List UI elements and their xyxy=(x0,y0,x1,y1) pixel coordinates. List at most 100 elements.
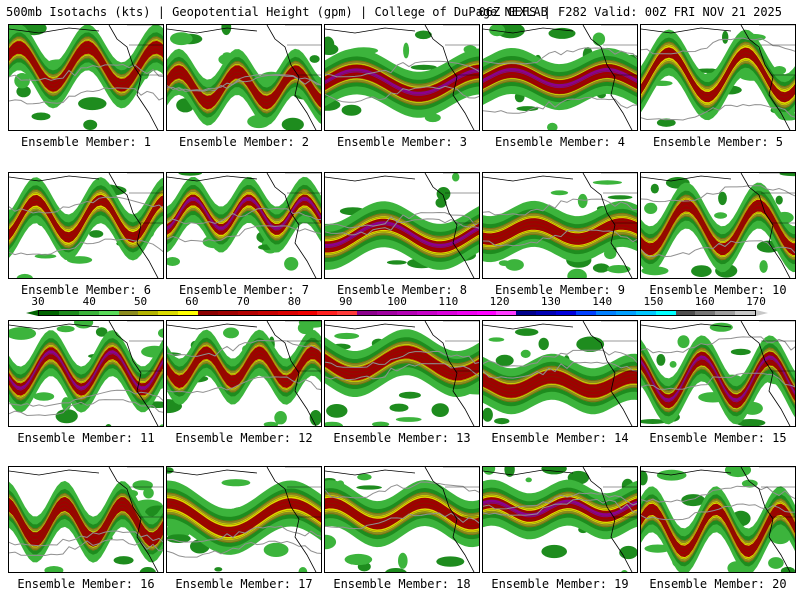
isotach-blob xyxy=(83,119,98,130)
isotach-blob xyxy=(669,361,677,368)
ensemble-member-label: Ensemble Member: 1 xyxy=(20,135,152,149)
ensemble-member-map xyxy=(482,320,638,427)
asia-coastline xyxy=(483,323,574,330)
coastline xyxy=(582,25,633,130)
map-svg xyxy=(9,321,163,426)
isotach-blob xyxy=(341,104,362,116)
map-svg xyxy=(167,321,321,426)
state-borders xyxy=(285,173,321,224)
height-contour xyxy=(641,201,795,247)
isotach-blob xyxy=(515,328,539,336)
isotach-blob xyxy=(541,544,567,559)
coastline xyxy=(424,25,475,130)
colorbar-tick-label: 40 xyxy=(82,295,96,308)
height-contour xyxy=(325,231,479,255)
colorbar-cell xyxy=(735,311,756,315)
height-contour xyxy=(325,492,479,514)
isotach-band xyxy=(9,194,163,243)
height-contour xyxy=(325,509,479,532)
map-svg xyxy=(9,173,163,278)
isotach-blob xyxy=(650,183,659,194)
isotach-band xyxy=(641,199,795,256)
height-contour xyxy=(325,217,479,241)
height-contour xyxy=(641,505,795,549)
map-svg xyxy=(167,25,321,130)
gray-contour xyxy=(167,225,321,243)
state-borders xyxy=(443,25,479,76)
height-contour xyxy=(641,502,795,545)
height-contour xyxy=(483,365,637,382)
height-contour xyxy=(483,369,637,385)
asia-coastline xyxy=(325,175,416,182)
isotach-blob xyxy=(504,467,515,477)
height-contour xyxy=(167,210,321,241)
colorbar-left-arrow xyxy=(26,310,38,316)
colorbar-cell xyxy=(337,311,358,315)
map-svg xyxy=(483,467,637,572)
height-contour xyxy=(325,71,479,96)
coastline xyxy=(424,467,475,572)
height-contour xyxy=(167,496,321,526)
colorbar-cell xyxy=(556,311,577,315)
height-contour xyxy=(167,199,321,230)
height-contour xyxy=(641,215,795,261)
map-svg xyxy=(483,321,637,426)
state-borders xyxy=(601,173,637,224)
isotach-blob xyxy=(498,260,510,266)
colorbar-cell xyxy=(436,311,457,315)
coastline xyxy=(266,467,317,572)
colorbar-cell xyxy=(416,311,437,315)
isotach-blob xyxy=(398,391,421,399)
isotach-blob xyxy=(386,260,407,265)
gray-contour xyxy=(9,530,163,547)
colorbar-cell xyxy=(118,311,139,315)
coastline xyxy=(424,321,475,426)
height-contour xyxy=(9,500,163,537)
isotach-band xyxy=(9,350,163,391)
coastline xyxy=(424,173,475,278)
isotach-blob xyxy=(656,118,676,127)
gray-contour xyxy=(483,349,637,367)
asia-coastline xyxy=(325,27,416,34)
height-contour xyxy=(325,60,479,85)
isotach-blob xyxy=(221,25,232,36)
isotach-blob xyxy=(159,424,163,426)
height-contour xyxy=(483,63,637,81)
colorbar-cell xyxy=(178,311,199,315)
height-contour xyxy=(167,348,321,379)
height-contour xyxy=(9,349,163,387)
coastline xyxy=(740,173,791,278)
colorbar-cell xyxy=(635,311,656,315)
colorbar-tick-label: 120 xyxy=(489,295,510,308)
isotach-blob xyxy=(263,542,289,557)
state-borders xyxy=(127,173,163,224)
height-contour xyxy=(167,61,321,93)
isotach-blob xyxy=(505,259,524,271)
asia-coastline xyxy=(641,27,732,34)
asia-coastline xyxy=(483,27,574,34)
asia-coastline xyxy=(325,469,416,476)
height-contour xyxy=(325,499,479,521)
isotach-blob xyxy=(775,195,783,205)
isotach-blob xyxy=(741,479,758,488)
state-borders xyxy=(285,25,321,76)
isotach-blob xyxy=(619,545,637,560)
isotach-blob xyxy=(56,325,75,333)
isotach-blob xyxy=(55,409,78,424)
isotach-blob xyxy=(298,567,308,572)
ensemble-member-map xyxy=(324,320,480,427)
isotach-blob xyxy=(435,197,447,208)
asia-coastline xyxy=(325,323,416,330)
isotach-band xyxy=(641,503,795,558)
colorbar-cell xyxy=(198,311,219,315)
isotach-blob xyxy=(709,322,733,332)
isotach-blob xyxy=(16,85,31,98)
gray-contour xyxy=(483,198,637,216)
state-borders xyxy=(285,321,321,372)
colorbar-cell xyxy=(257,311,278,315)
gray-contour xyxy=(325,350,479,368)
isotach-blob xyxy=(167,534,191,543)
state-borders xyxy=(759,467,795,518)
ensemble-member-label: Ensemble Member: 9 xyxy=(494,283,626,297)
height-contour xyxy=(9,57,163,97)
